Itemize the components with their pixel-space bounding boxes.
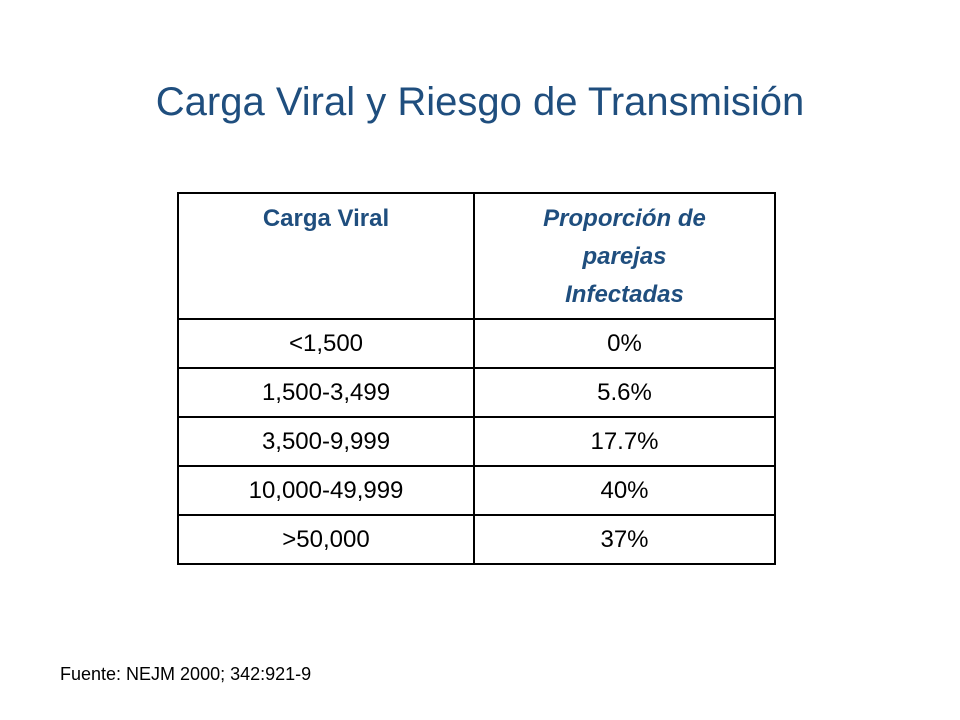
header-proporcion-label: Proporción de parejas Infectadas <box>543 205 706 308</box>
proportion-cell: 5.6% <box>473 367 776 418</box>
viral-load-cell: 10,000-49,999 <box>177 465 475 516</box>
proportion-cell: 17.7% <box>473 416 776 467</box>
table-row: 10,000-49,999 40% <box>177 465 776 516</box>
viral-load-cell: 1,500-3,499 <box>177 367 475 418</box>
proportion-cell: 40% <box>473 465 776 516</box>
viral-load-cell: 3,500-9,999 <box>177 416 475 467</box>
slide-title: Carga Viral y Riesgo de Transmisión <box>155 80 805 124</box>
table-row: 3,500-9,999 17.7% <box>177 416 776 467</box>
table-row: 1,500-3,499 5.6% <box>177 367 776 418</box>
header-proporcion: Proporción de parejas Infectadas <box>473 192 776 320</box>
table-header-row: Carga Viral Proporción de parejas Infect… <box>177 192 776 320</box>
viral-load-cell: <1,500 <box>177 318 475 369</box>
table-row: >50,000 37% <box>177 514 776 565</box>
table-row: <1,500 0% <box>177 318 776 369</box>
source-citation: Fuente: NEJM 2000; 342:921-9 <box>60 664 312 684</box>
proportion-cell: 0% <box>473 318 776 369</box>
proportion-cell: 37% <box>473 514 776 565</box>
viral-load-cell: >50,000 <box>177 514 475 565</box>
header-carga-viral: Carga Viral <box>177 192 475 320</box>
viral-load-table: Carga Viral Proporción de parejas Infect… <box>177 192 776 565</box>
